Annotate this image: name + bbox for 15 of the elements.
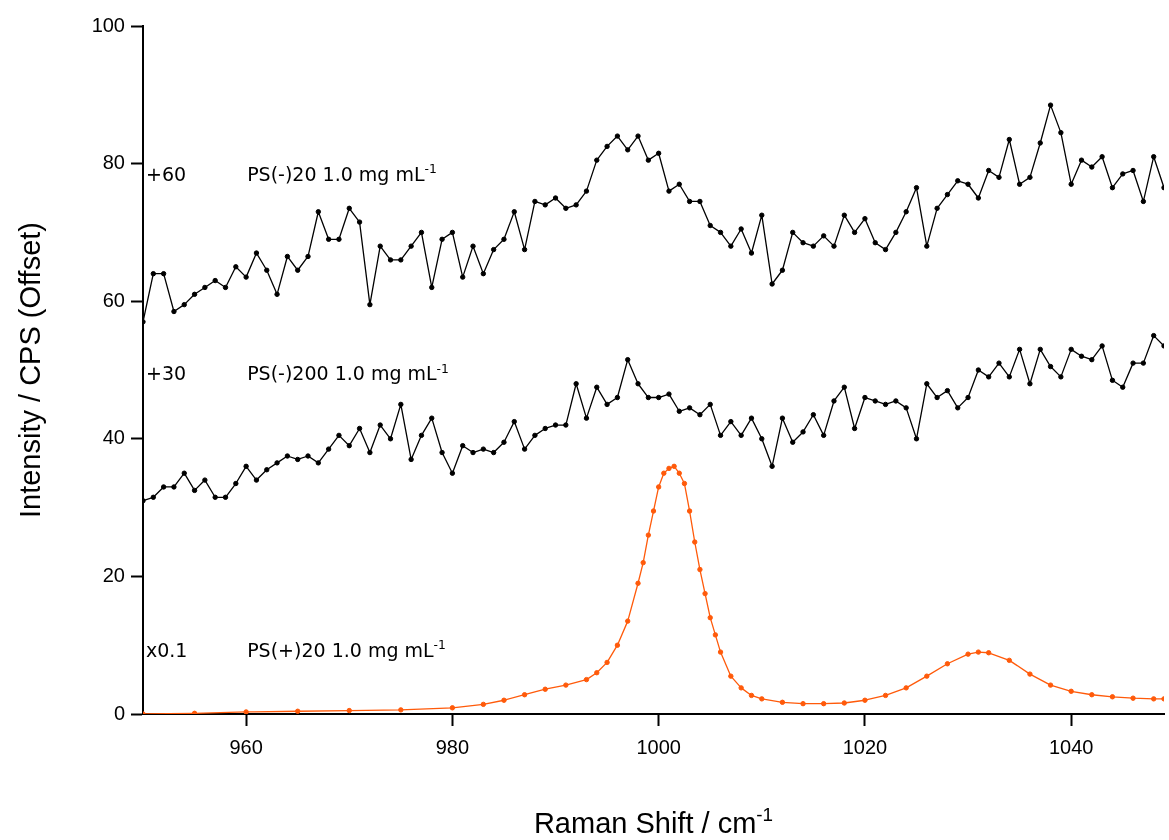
x-tick-label: 1000: [636, 735, 681, 758]
y-tick-label: 20: [102, 563, 125, 586]
x-tick-label: 1020: [842, 735, 888, 758]
y-tick-label: 60: [102, 288, 125, 311]
annotation: +60: [146, 162, 187, 185]
y-tick-label: 100: [91, 13, 125, 36]
y-tick-label: 0: [113, 701, 125, 724]
y-tick-label: 80: [102, 151, 125, 174]
y-tick-label: 40: [102, 426, 125, 449]
x-tick-label: 1040: [1048, 735, 1094, 758]
y-axis-title: Intensity / CPS (Offset): [14, 221, 46, 518]
annotation: +30: [146, 362, 187, 385]
annotation: x0.1: [146, 638, 188, 661]
x-tick-label: 980: [435, 735, 470, 758]
x-tick-label: 960: [229, 735, 263, 758]
